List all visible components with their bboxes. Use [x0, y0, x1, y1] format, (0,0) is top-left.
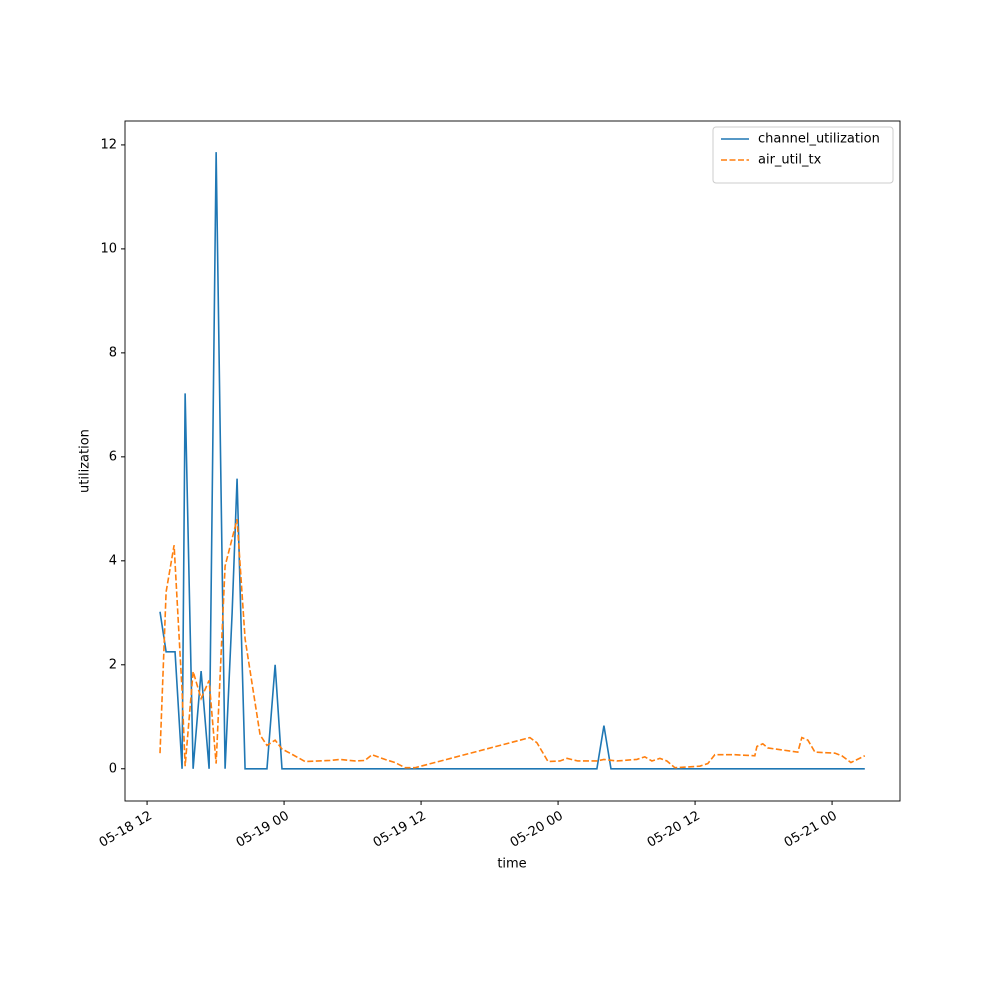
y-tick-label: 8: [109, 345, 117, 360]
axes-frame: [124, 120, 901, 802]
legend-box: [712, 126, 894, 184]
y-tick-label: 0: [109, 761, 117, 776]
series-line: [159, 519, 866, 769]
x-axis-label: time: [497, 857, 526, 872]
legend-label: channel_utilization: [758, 132, 880, 147]
y-tick-label: 6: [109, 449, 117, 464]
y-tick-label: 10: [100, 241, 117, 256]
y-tick-label: 2: [109, 657, 117, 672]
y-tick-label: 12: [100, 137, 117, 152]
legend-label: air_util_tx: [758, 153, 822, 168]
y-axis-label: utilization: [78, 429, 93, 493]
y-tick-label: 4: [109, 553, 117, 568]
